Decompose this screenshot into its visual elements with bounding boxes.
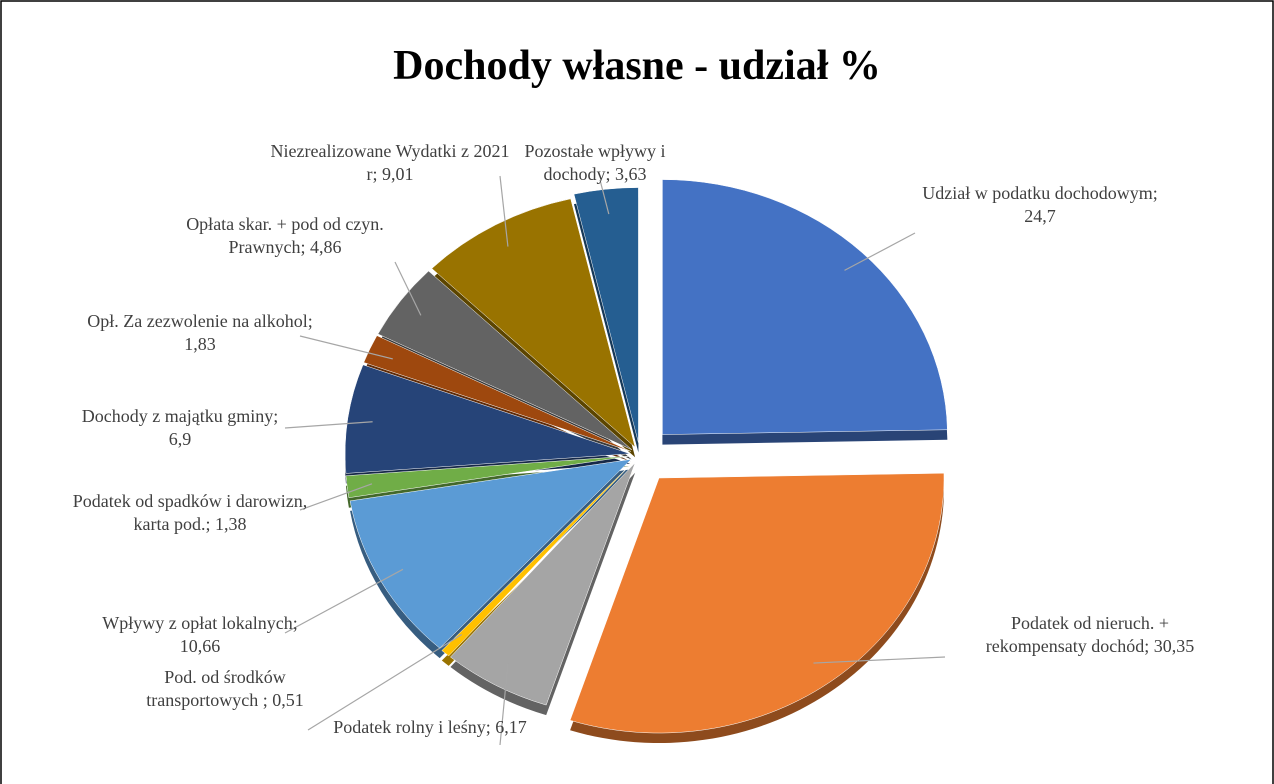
data-label: Udział w podatku dochodowym; 24,7 — [922, 183, 1158, 226]
slice — [573, 187, 639, 443]
data-label: Podatek od nieruch. + rekompensaty dochó… — [985, 613, 1195, 656]
leader-line — [499, 175, 509, 247]
data-label: Niezrealizowane Wydatki z 2021 r; 9,01 — [270, 141, 510, 184]
slice — [569, 472, 945, 734]
slice — [363, 335, 631, 452]
leader-line — [299, 483, 373, 511]
leader-line — [299, 335, 393, 360]
data-label: Pod. od środków transportowych ; 0,51 — [146, 667, 304, 710]
leader-line — [499, 663, 509, 746]
data-label: Pozostałe wpływy i dochody; 3,63 — [524, 141, 666, 184]
slice — [450, 462, 636, 706]
data-label: Opłata skar. + pod od czyn. Prawnych; 4,… — [186, 214, 384, 257]
chart-title: Dochody własne - udział % — [393, 43, 881, 89]
leader-line — [394, 261, 422, 316]
data-label: Dochody z majątku gminy; 6,9 — [81, 406, 279, 449]
data-label: Opł. Za zezwolenie na alkohol; 1,83 — [87, 311, 313, 354]
slice — [377, 270, 633, 451]
leader-line — [284, 421, 373, 429]
slice — [345, 455, 631, 498]
slice — [441, 461, 634, 657]
data-label: Podatek rolny i leśny; 6,17 — [333, 717, 527, 737]
data-label: Wpływy z opłat lokalnych; 10,66 — [102, 613, 298, 656]
slice — [431, 198, 636, 448]
leader-line — [284, 568, 404, 634]
leader-line — [307, 633, 463, 731]
slice — [344, 364, 631, 474]
leader-line — [844, 232, 916, 271]
data-label: Podatek od spadków i darowizn, karta pod… — [72, 491, 308, 534]
slice — [662, 179, 948, 435]
leader-line — [813, 656, 946, 664]
leader-line — [599, 179, 610, 215]
